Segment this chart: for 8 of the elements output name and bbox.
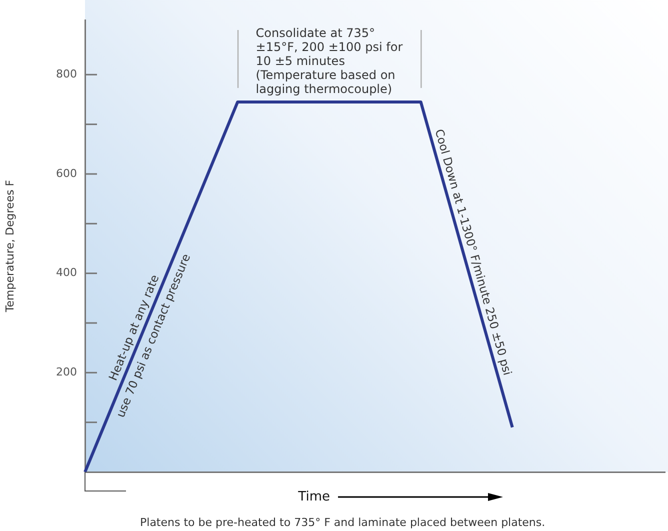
y-tick-label: 600: [56, 166, 77, 180]
annotation: Consolidate at 735° ±15°F, 200 ±100 psi for 10 ±5 minutes (Temperature based on lagging thermocouple): [256, 26, 403, 96]
y-tick-label: 800: [56, 67, 77, 80]
y-axis-title: Temperature, Degrees F: [3, 180, 16, 314]
y-tick-label: 400: [56, 266, 77, 280]
y-tick-label: 200: [56, 366, 77, 379]
text: Platens to be pre-heated to 735° F and laminate placed between platens.: [140, 516, 546, 529]
x-axis-title: Time: [297, 489, 330, 504]
